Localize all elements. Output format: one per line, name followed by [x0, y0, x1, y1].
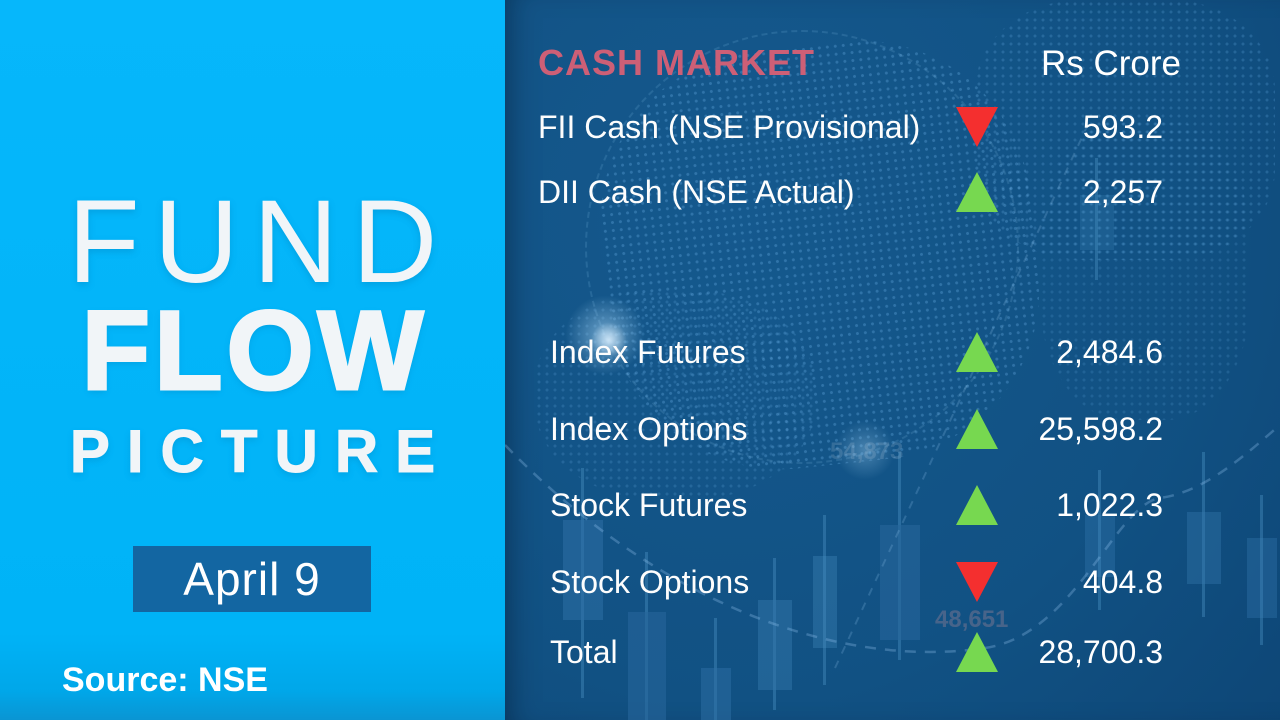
row-value: 25,598.2 [1038, 410, 1163, 447]
globe-outline [585, 30, 1019, 464]
candle-body [1247, 538, 1277, 618]
down-triangle-icon [956, 562, 998, 602]
row-value: 28,700.3 [1038, 633, 1163, 670]
candle-body [1187, 512, 1221, 584]
row-label: Stock Futures [550, 486, 748, 523]
unit-label: Rs Crore [1040, 44, 1181, 83]
row-value: 404.8 [1082, 563, 1163, 600]
up-triangle-icon [956, 332, 998, 372]
row-label: FII Cash (NSE Provisional) [538, 108, 921, 145]
data-panel: 54,873 48,651 CASH MARKET Rs Crore FII C… [505, 0, 1280, 720]
row-value: 593.2 [1082, 108, 1163, 145]
world-map-dots [535, 290, 815, 500]
up-triangle-icon [956, 485, 998, 525]
table-row: Index Options 25,598.2 [538, 406, 1163, 452]
world-map-dots [1040, 120, 1250, 420]
row-value: 2,484.6 [1056, 333, 1163, 370]
row-label: Index Options [550, 410, 748, 447]
table-row: FII Cash (NSE Provisional) 593.2 [538, 104, 1163, 150]
candle-wick [1260, 495, 1263, 645]
up-triangle-icon [956, 409, 998, 449]
up-triangle-icon [956, 172, 998, 212]
title-line-flow: FLOW [80, 288, 428, 413]
source-label: Source: NSE [62, 661, 268, 699]
row-label: DII Cash (NSE Actual) [538, 173, 855, 210]
candle-body [701, 668, 731, 720]
table-row: Stock Futures 1,022.3 [538, 482, 1163, 528]
table-row: Index Futures 2,484.6 [538, 329, 1163, 375]
down-triangle-icon [956, 107, 998, 147]
title-line-fund: FUND [67, 176, 452, 308]
table-header: CASH MARKET Rs Crore [538, 42, 1181, 84]
up-triangle-icon [956, 632, 998, 672]
date-badge: April 9 [133, 546, 371, 612]
row-label: Total [550, 633, 618, 670]
candle-wick [1202, 452, 1205, 617]
table-row: DII Cash (NSE Actual) 2,257 [538, 169, 1163, 215]
row-label: Stock Options [550, 563, 750, 600]
row-value: 1,022.3 [1056, 486, 1163, 523]
page-title: FUND FLOW PICTURE [0, 176, 505, 485]
left-brand-panel: FUND FLOW PICTURE April 9 Source: NSE [0, 0, 505, 720]
section-title: CASH MARKET [538, 42, 815, 83]
title-line-picture: PICTURE [69, 418, 453, 485]
row-value: 2,257 [1082, 173, 1163, 210]
table-row: Total 28,700.3 [538, 629, 1163, 675]
table-row: Stock Options 404.8 [538, 559, 1163, 605]
row-label: Index Futures [550, 333, 746, 370]
